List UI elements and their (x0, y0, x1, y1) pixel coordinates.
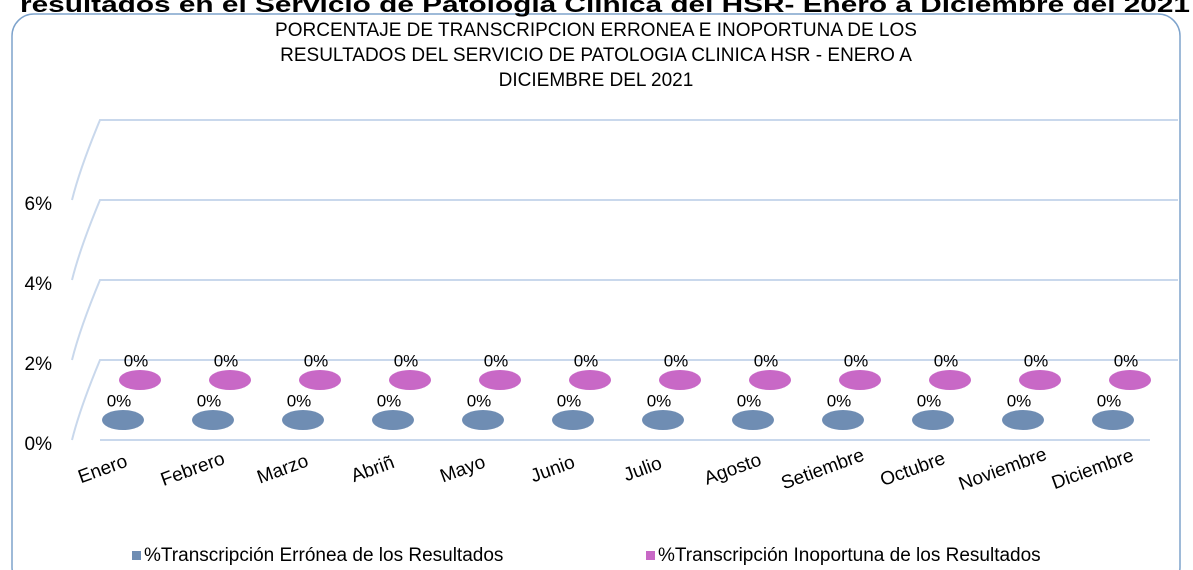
y-tick-label: 6% (25, 194, 53, 215)
grid-line (71, 279, 1178, 361)
grid-line (71, 199, 1178, 281)
bubble (569, 370, 611, 390)
bubble (192, 410, 234, 430)
bubble (372, 410, 414, 430)
data-label: 0% (557, 391, 582, 410)
bubble (552, 410, 594, 430)
data-label: 0% (574, 351, 599, 370)
data-label: 0% (304, 351, 329, 370)
bubble (1019, 370, 1061, 390)
data-label: 0% (124, 351, 149, 370)
bubble (282, 410, 324, 430)
data-label: 0% (647, 391, 672, 410)
chart-title: PORCENTAJE DE TRANSCRIPCION ERRONEA E IN… (275, 20, 917, 41)
data-label: 0% (737, 391, 762, 410)
y-tick-label: 2% (25, 354, 53, 375)
data-label: 0% (394, 351, 419, 370)
chart-title: RESULTADOS DEL SERVICIO DE PATOLOGIA CLI… (280, 45, 912, 66)
data-label: 0% (214, 351, 239, 370)
bubble (462, 410, 504, 430)
data-label: 0% (467, 391, 492, 410)
bubble (642, 410, 684, 430)
grid-line (71, 119, 1178, 201)
bubble (749, 370, 791, 390)
data-label: 0% (827, 391, 852, 410)
chart-title: DICIEMBRE DEL 2021 (499, 70, 694, 91)
data-label: 0% (934, 351, 959, 370)
bubble (1109, 370, 1151, 390)
y-tick-label: 0% (25, 434, 53, 455)
bubble (479, 370, 521, 390)
data-label: 0% (664, 351, 689, 370)
y-tick-label: 4% (25, 274, 53, 295)
data-label: 0% (917, 391, 942, 410)
legend-swatch (132, 551, 141, 560)
data-label: 0% (484, 351, 509, 370)
legend-swatch (646, 551, 655, 560)
grid-line (71, 359, 1178, 441)
bubble (732, 410, 774, 430)
data-label: 0% (287, 391, 312, 410)
bubble (299, 370, 341, 390)
data-label: 0% (1024, 351, 1049, 370)
bubble (102, 410, 144, 430)
data-label: 0% (1114, 351, 1139, 370)
legend-label: %Transcripción Inoportuna de los Resulta… (658, 545, 1041, 566)
chart-frame (11, 13, 1181, 570)
data-label: 0% (107, 391, 132, 410)
data-label: 0% (1097, 391, 1122, 410)
bubble (209, 370, 251, 390)
data-label: 0% (377, 391, 402, 410)
bubble (119, 370, 161, 390)
bubble (1002, 410, 1044, 430)
data-label: 0% (197, 391, 222, 410)
bubble (822, 410, 864, 430)
bubble (839, 370, 881, 390)
bubble (389, 370, 431, 390)
bubble (1092, 410, 1134, 430)
bubble (659, 370, 701, 390)
legend-label: %Transcripción Errónea de los Resultados (144, 545, 503, 566)
page-heading: resultados en el Servicio de Patología C… (20, 0, 1190, 17)
data-label: 0% (1007, 391, 1032, 410)
data-label: 0% (844, 351, 869, 370)
bubble (912, 410, 954, 430)
data-label: 0% (754, 351, 779, 370)
bubble (929, 370, 971, 390)
